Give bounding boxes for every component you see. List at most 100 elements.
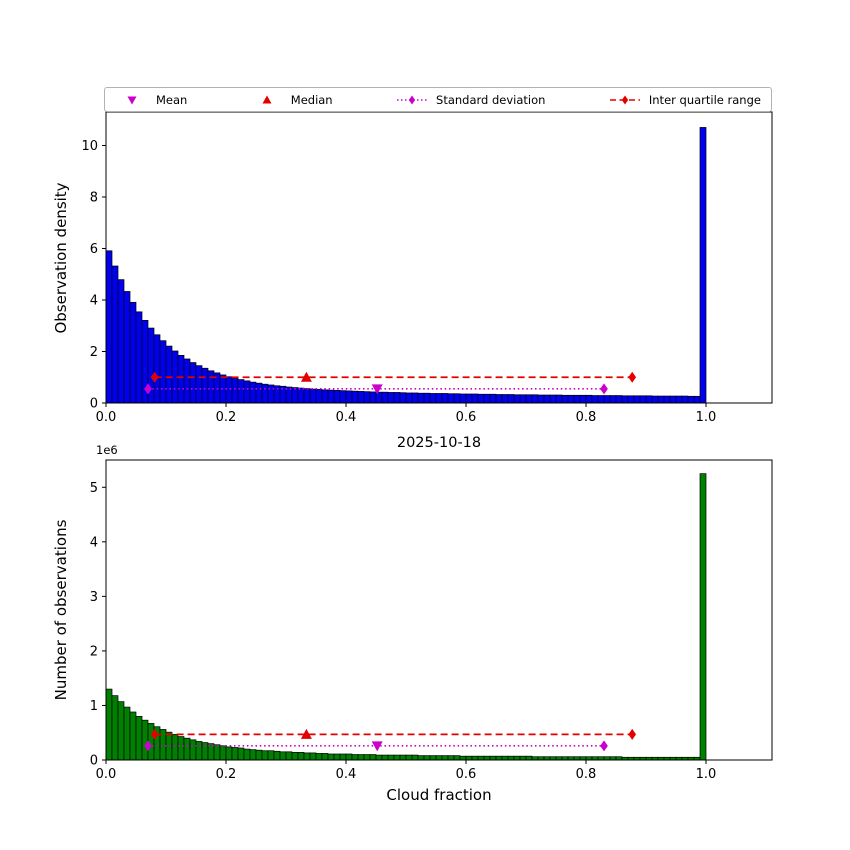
observation-count-chart: 0.0 0.2 0.4 0.6 0.8 1.0 0 1 2 3 4 5 bbox=[90, 459, 773, 782]
histogram-bar bbox=[387, 754, 395, 761]
histogram-bar bbox=[111, 695, 119, 761]
x-tick-label: 0.6 bbox=[456, 410, 477, 425]
y-tick-label: 4 bbox=[90, 293, 98, 308]
histogram-bar bbox=[381, 391, 389, 404]
histogram-bar bbox=[513, 394, 521, 404]
histogram-bar bbox=[159, 340, 167, 404]
histogram-bar bbox=[519, 755, 527, 761]
histogram-bar bbox=[315, 753, 323, 761]
histogram-bar bbox=[471, 755, 479, 761]
histogram-bar bbox=[417, 755, 425, 761]
diamond-marker bbox=[600, 383, 608, 395]
legend: Mean Median Standard deviation Inter quarti… bbox=[104, 87, 772, 112]
histogram-bar bbox=[465, 755, 473, 761]
axes-frame bbox=[105, 459, 773, 761]
histogram-bar bbox=[699, 473, 707, 761]
histogram-bar bbox=[291, 752, 299, 761]
legend-label: Inter quartile range bbox=[648, 92, 761, 107]
histogram-bar bbox=[489, 755, 497, 761]
histogram-bar bbox=[441, 755, 449, 761]
legend-label: Standard deviation bbox=[436, 92, 546, 107]
histogram-bar bbox=[219, 374, 227, 404]
histogram-bar bbox=[267, 384, 275, 404]
histogram-bar bbox=[177, 736, 185, 761]
histogram-bar bbox=[105, 688, 113, 761]
histogram-bar bbox=[471, 393, 479, 404]
histogram-bar bbox=[333, 390, 341, 404]
histogram-bar bbox=[351, 390, 359, 404]
observation-density-histogram-bars bbox=[105, 127, 707, 404]
histogram-bar bbox=[609, 395, 617, 404]
histogram-bar bbox=[225, 746, 233, 761]
histogram-bar bbox=[345, 390, 353, 404]
histogram-bar bbox=[201, 367, 209, 404]
histogram-bar bbox=[459, 393, 467, 404]
histogram-bar bbox=[669, 395, 677, 404]
histogram-bar bbox=[531, 394, 539, 404]
triangle-up-icon bbox=[262, 95, 272, 103]
diamond-marker bbox=[144, 740, 152, 752]
histogram-bar bbox=[165, 345, 173, 404]
histogram-bar bbox=[657, 395, 665, 404]
x-tick-label: 0.4 bbox=[336, 410, 357, 425]
histogram-bar bbox=[447, 755, 455, 761]
histogram-bar bbox=[225, 376, 233, 404]
histogram-bar bbox=[123, 291, 131, 404]
legend-label: Mean bbox=[156, 92, 188, 107]
histogram-bar bbox=[393, 754, 401, 761]
histogram-bar bbox=[579, 394, 587, 404]
histogram-bar bbox=[627, 395, 635, 404]
histogram-bar bbox=[687, 395, 695, 404]
y-tick-label: 8 bbox=[90, 190, 98, 205]
histogram-bar bbox=[327, 389, 335, 404]
histogram-bar bbox=[639, 395, 647, 404]
legend-item-median: Median bbox=[250, 93, 333, 107]
histogram-bar bbox=[291, 387, 299, 404]
histogram-bar bbox=[315, 389, 323, 404]
histogram-bar bbox=[423, 392, 431, 404]
histogram-bar bbox=[273, 750, 281, 761]
x-tick-label: 0.0 bbox=[96, 767, 117, 782]
histogram-bar bbox=[525, 394, 533, 404]
y-tick-label: 4 bbox=[90, 535, 98, 550]
triangle-up-marker bbox=[300, 371, 312, 382]
histogram-bar bbox=[363, 754, 371, 761]
x-tick-label: 0.4 bbox=[336, 767, 357, 782]
histogram-bar bbox=[231, 377, 239, 404]
histogram-bar bbox=[615, 395, 623, 404]
histogram-bar bbox=[105, 250, 113, 404]
triangle-down-icon bbox=[127, 96, 137, 104]
diamond-marker bbox=[628, 371, 637, 383]
observation-density-chart: 0.0 0.2 0.4 0.6 0.8 1.0 0 2 4 6 8 10 bbox=[81, 111, 773, 425]
axes-frame bbox=[105, 111, 773, 404]
histogram-bar bbox=[357, 391, 365, 404]
histogram-bar bbox=[483, 755, 491, 761]
diamond-marker bbox=[621, 95, 629, 104]
histogram-bar bbox=[249, 749, 257, 761]
x-tick-label: 0.6 bbox=[456, 767, 477, 782]
histogram-bar bbox=[303, 752, 311, 761]
bottom-y-axis-label: Number of observations bbox=[52, 519, 70, 700]
histogram-bar bbox=[345, 753, 353, 761]
legend-item-standard-deviation: Standard deviation bbox=[395, 93, 545, 107]
diamond-icon bbox=[397, 95, 428, 104]
histogram-bar bbox=[405, 754, 413, 761]
histogram-bar bbox=[411, 754, 419, 761]
histogram-bar bbox=[339, 753, 347, 761]
histogram-bar bbox=[285, 751, 293, 761]
triangle-down-marker bbox=[371, 384, 383, 395]
histogram-bar bbox=[381, 754, 389, 761]
diamond-marker bbox=[628, 728, 637, 740]
histogram-bar bbox=[399, 754, 407, 761]
histogram-bar bbox=[453, 755, 461, 761]
histogram-bar bbox=[429, 393, 437, 404]
histogram-bar bbox=[351, 754, 359, 761]
histogram-bar bbox=[459, 755, 467, 761]
histogram-bar bbox=[501, 394, 509, 404]
histogram-bar bbox=[135, 716, 143, 761]
histogram-bar bbox=[261, 383, 269, 404]
histogram-bar bbox=[435, 755, 443, 761]
histogram-bar bbox=[309, 388, 317, 404]
x-tick-label: 0.8 bbox=[576, 410, 597, 425]
